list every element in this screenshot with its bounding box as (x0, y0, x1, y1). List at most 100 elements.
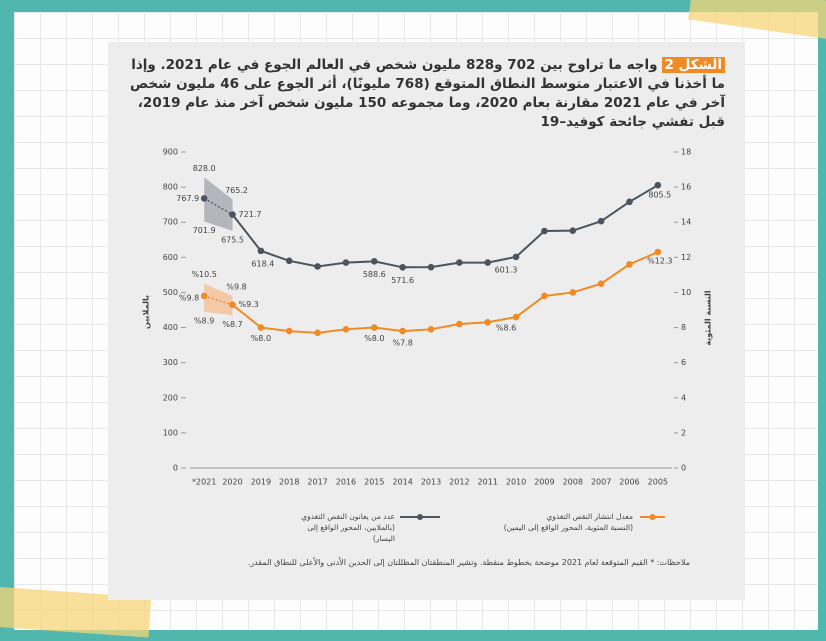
point (314, 263, 321, 270)
x-tick-label: 2005 (648, 478, 668, 487)
x-tick-label: 2018 (279, 478, 299, 487)
y-tick-label: 400 (163, 323, 178, 332)
band-label: %9.8 (226, 282, 246, 291)
y2-tick-label: 2 (681, 428, 686, 437)
legend-marker (649, 514, 656, 520)
point (370, 258, 378, 265)
series-line (231, 184, 659, 269)
point (541, 292, 548, 300)
y-tick-label: 200 (163, 393, 178, 402)
point (285, 257, 293, 265)
y-tick-label: 100 (163, 428, 178, 437)
y-tick-label: 800 (163, 183, 178, 192)
point (342, 259, 350, 266)
x-tick-label: 2015 (364, 478, 384, 487)
range-band (204, 283, 233, 316)
y-tick-label: 500 (163, 288, 178, 297)
point (597, 217, 605, 225)
legend-note: (النسبة المئوية، المحور الواقع إلى اليمي… (503, 523, 633, 532)
point (569, 227, 577, 234)
band-label: %10.5 (191, 270, 216, 279)
data-label: %8.0 (364, 334, 384, 343)
point (512, 313, 520, 321)
point (512, 253, 520, 261)
point (626, 261, 633, 268)
point (257, 324, 265, 331)
point (427, 326, 435, 333)
point (654, 248, 662, 256)
data-label: %9.8 (179, 293, 199, 302)
point (257, 247, 265, 255)
y-tick-label: 700 (163, 218, 178, 227)
data-label: %12.3 (647, 257, 672, 266)
point (484, 318, 492, 326)
data-label: 721.7 (239, 210, 262, 219)
point (399, 264, 406, 271)
x-tick-label: 2014 (392, 478, 412, 487)
point (456, 259, 463, 266)
legend-label: عدد من يعانون النقص التغذوي (301, 512, 395, 521)
data-label: 601.3 (495, 265, 518, 274)
data-label: 805.5 (648, 191, 671, 200)
y2-tick-label: 18 (681, 148, 691, 157)
note: ملاحظات: * القيم المتوقعة لعام 2021 موضح… (247, 558, 690, 567)
point (427, 263, 435, 271)
x-tick-label: 2013 (421, 478, 441, 487)
y2-axis-title: النسبة المئوية (704, 290, 713, 346)
x-tick-label: *2021 (192, 478, 216, 487)
y2-tick-label: 0 (681, 464, 686, 473)
point (399, 327, 406, 335)
x-tick-label: 2010 (506, 478, 526, 487)
data-label: %7.8 (392, 339, 412, 348)
legend-marker (417, 514, 423, 520)
y-tick-label: 0 (173, 464, 178, 473)
x-tick-label: 2019 (251, 478, 271, 487)
figure-panel (108, 42, 745, 600)
point (200, 195, 208, 202)
point (541, 227, 548, 235)
y-tick-label: 300 (163, 358, 178, 367)
point (229, 211, 236, 218)
figure-tag: الشكل 2 (661, 57, 725, 73)
figure-title: الشكل 2واجه ما تراوح بين 702 و828 مليون … (120, 56, 725, 132)
point (484, 259, 492, 266)
point (285, 327, 293, 335)
title-text: واجه ما تراوح بين 702 و828 مليون شخص في … (130, 57, 725, 130)
x-tick-label: 2012 (449, 478, 469, 487)
point (342, 326, 350, 333)
y-tick-label: 600 (163, 253, 178, 262)
point (370, 324, 378, 331)
legend-entry: عدد من يعانون النقص التغذوي (بالملايين، … (300, 511, 395, 544)
series-line (231, 251, 659, 334)
data-label: %9.3 (239, 300, 259, 309)
data-label: %8.6 (496, 324, 516, 333)
point (314, 329, 321, 337)
x-tick-label: 2016 (336, 478, 356, 487)
y2-tick-label: 10 (681, 288, 691, 297)
point (569, 289, 577, 296)
point (626, 198, 633, 206)
band-label: 701.9 (193, 226, 216, 235)
band-label: %8.7 (222, 320, 242, 329)
x-tick-label: 2006 (619, 478, 639, 487)
range-band (204, 177, 233, 231)
band-label: 828.0 (193, 164, 216, 173)
legend-note: (بالملايين، المحور الواقع إلى اليسار) (307, 523, 395, 543)
x-tick-label: 2020 (222, 478, 242, 487)
y2-tick-label: 16 (681, 183, 691, 192)
data-label: %8.0 (251, 334, 271, 343)
point (229, 301, 236, 309)
band-label: 765.2 (225, 186, 248, 195)
data-label: 767.9 (176, 194, 199, 203)
y2-tick-label: 4 (681, 393, 686, 402)
legend-label: معدل انتشار النقص التغذوي (546, 512, 634, 521)
data-label: 588.6 (363, 270, 386, 279)
y2-tick-label: 6 (681, 358, 686, 367)
y2-tick-label: 8 (681, 323, 686, 332)
point (597, 280, 605, 287)
y2-tick-label: 12 (681, 253, 691, 262)
legend-entry: معدل انتشار النقص التغذوي (النسبة المئوي… (500, 511, 633, 533)
band-label: 675.5 (221, 235, 244, 244)
y-axis-title: بالملايين (142, 295, 151, 329)
